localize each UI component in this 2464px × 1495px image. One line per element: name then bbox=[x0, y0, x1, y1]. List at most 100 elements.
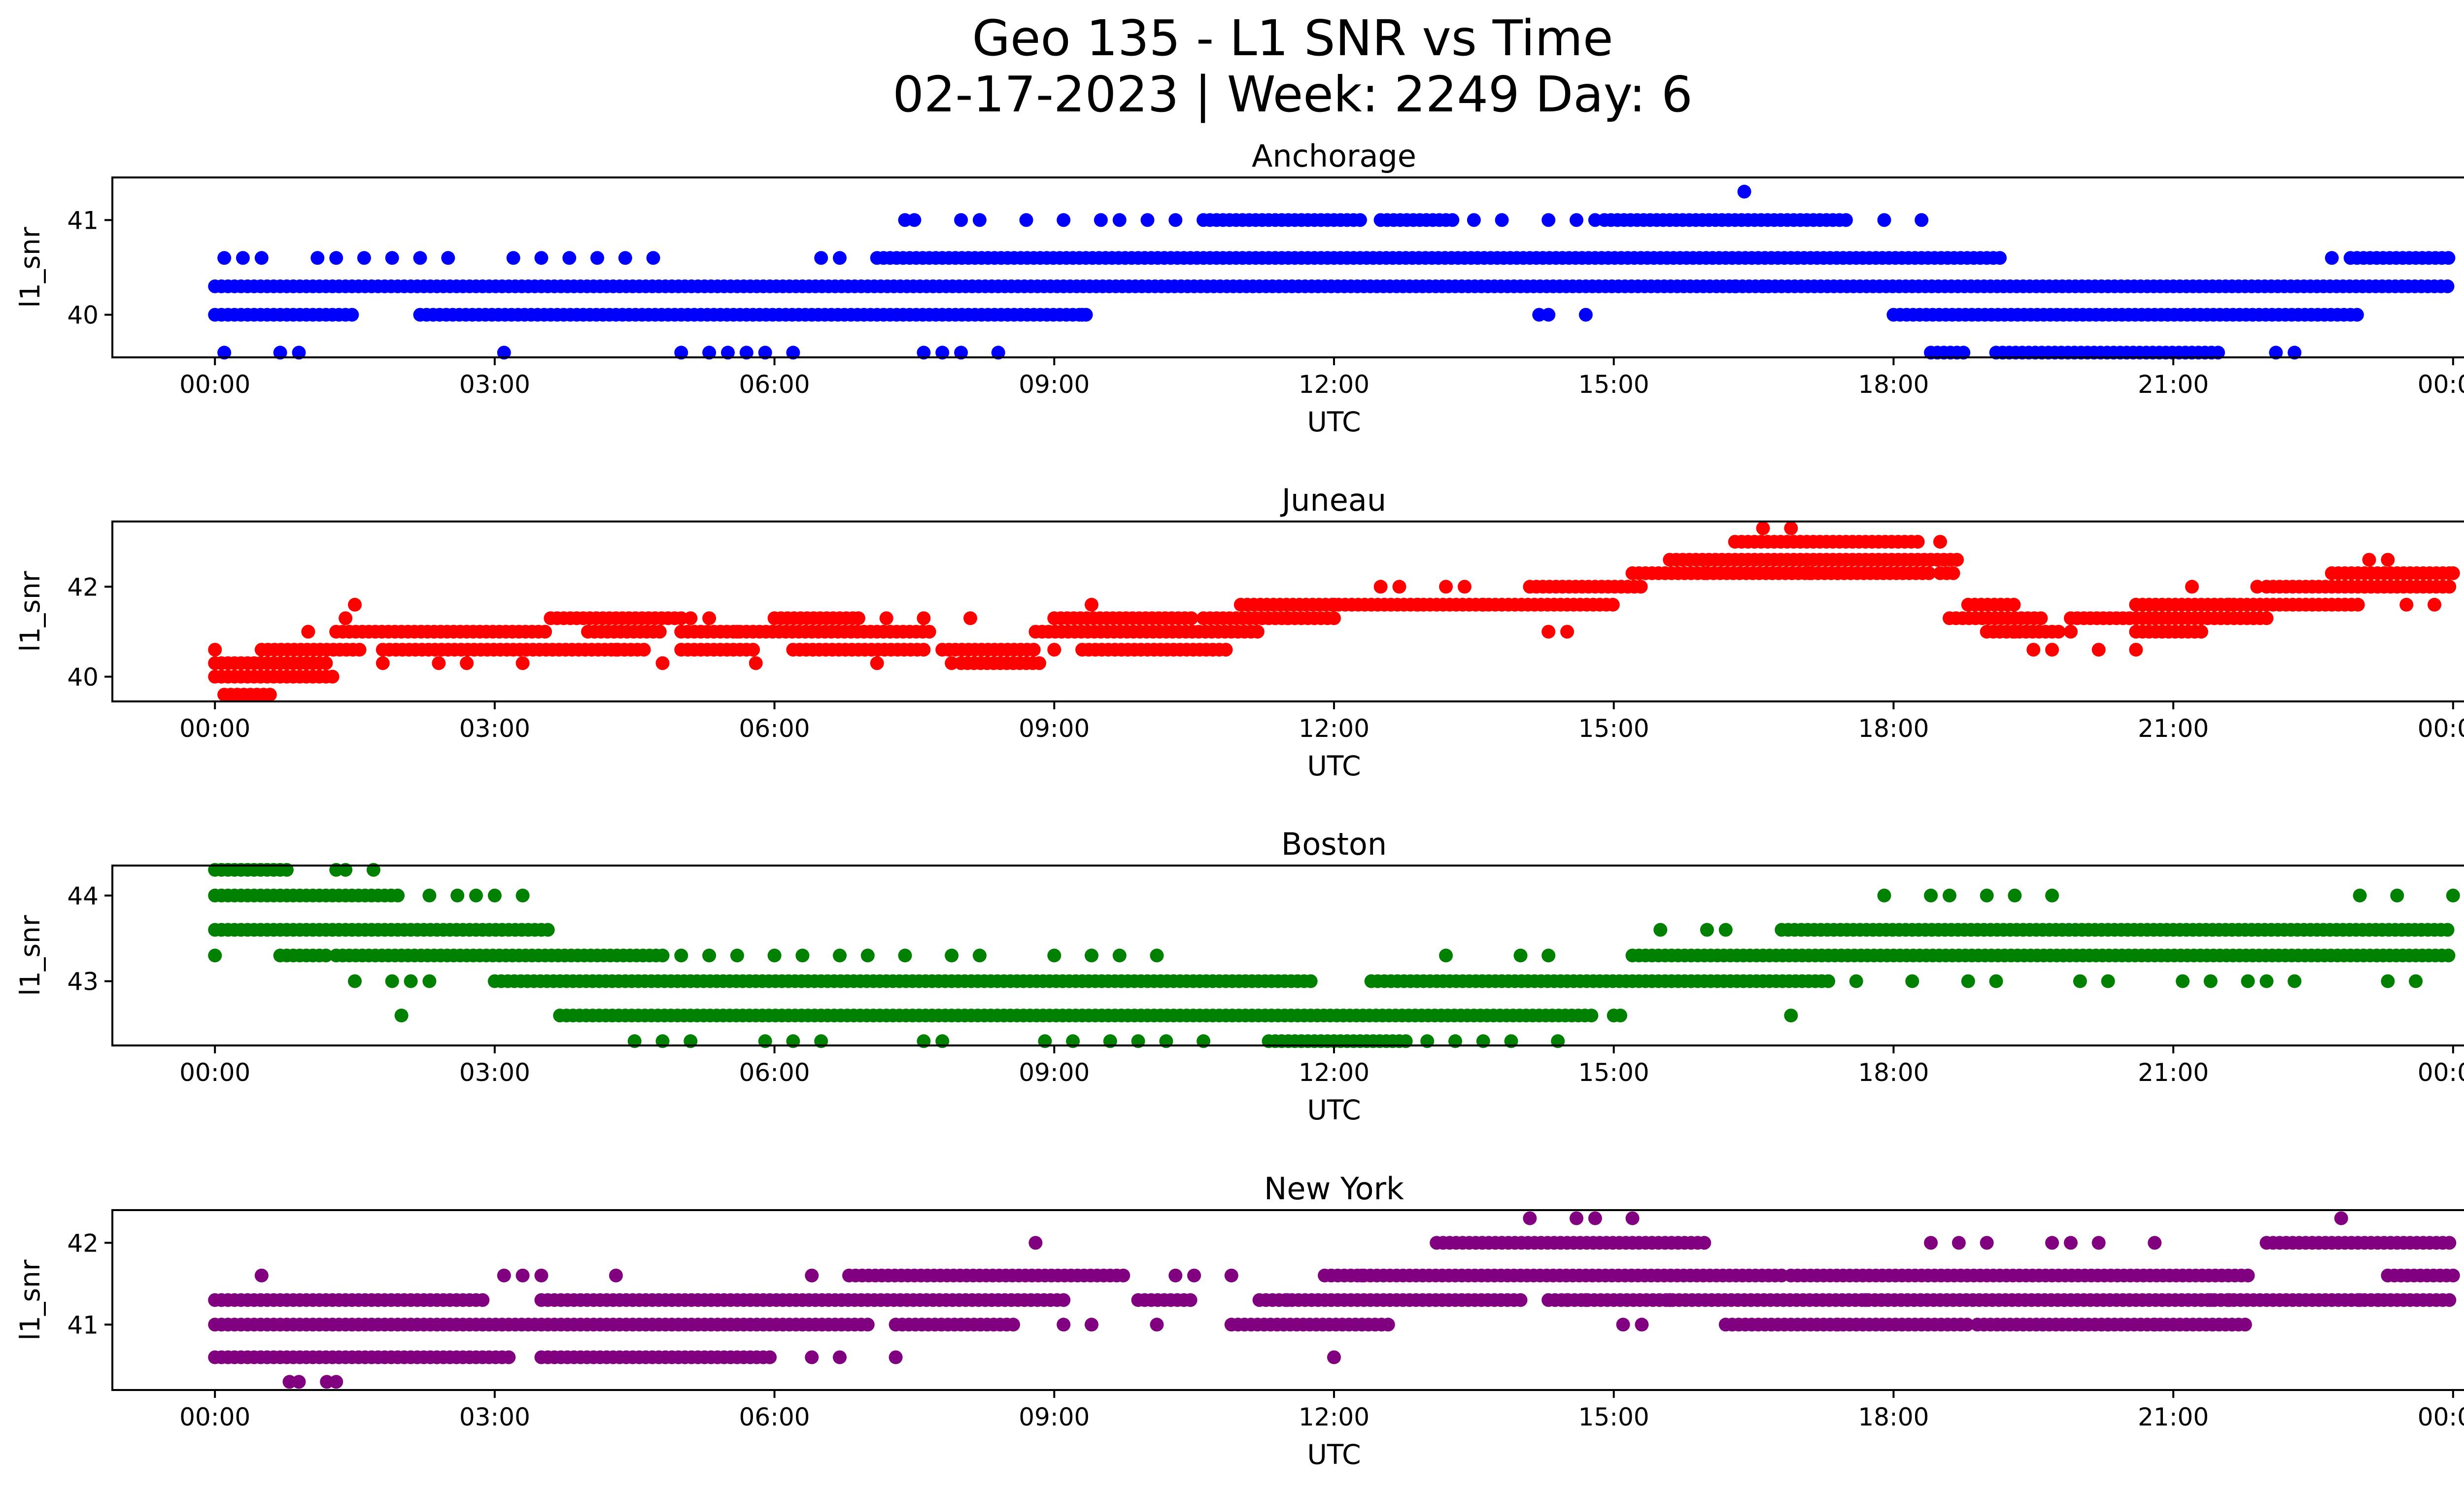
scatter-point bbox=[2441, 948, 2456, 963]
scatter-point bbox=[319, 948, 333, 963]
scatter-point bbox=[208, 643, 222, 657]
scatter-point bbox=[1911, 535, 1925, 549]
scatter-point bbox=[1150, 948, 1164, 963]
scatter-point bbox=[2446, 888, 2460, 903]
scatter-point bbox=[1183, 1293, 1198, 1307]
x-axis-label: UTC bbox=[1307, 406, 1361, 438]
y-tick-label: 41 bbox=[67, 206, 99, 235]
scatter-point bbox=[562, 251, 577, 265]
scatter-point bbox=[236, 251, 250, 265]
scatter-point bbox=[2185, 580, 2199, 594]
scatter-point bbox=[922, 625, 936, 639]
scatter-point bbox=[506, 251, 520, 265]
scatter-series bbox=[208, 184, 2456, 360]
scatter-point bbox=[2101, 974, 2115, 988]
scatter-point bbox=[352, 643, 367, 657]
scatter-point bbox=[208, 948, 222, 963]
scatter-point bbox=[2353, 888, 2367, 903]
scatter-point bbox=[1495, 213, 1509, 227]
scatter-point bbox=[879, 611, 893, 626]
scatter-point bbox=[2064, 1236, 2078, 1250]
scatter-point bbox=[1993, 251, 2007, 265]
scatter-point bbox=[2334, 1211, 2348, 1225]
scatter-point bbox=[2241, 1268, 2255, 1283]
scatter-point bbox=[1849, 974, 1863, 988]
scatter-point bbox=[2440, 279, 2455, 293]
scatter-point bbox=[541, 923, 555, 937]
scatter-point bbox=[1476, 597, 1490, 612]
scatter-point bbox=[1327, 611, 1341, 626]
scatter-point bbox=[1946, 566, 1960, 580]
scatter-point bbox=[935, 346, 950, 360]
scatter-point bbox=[646, 251, 660, 265]
scatter-point bbox=[805, 1350, 819, 1364]
scatter-point bbox=[2045, 643, 2059, 657]
scatter-point bbox=[1094, 213, 1108, 227]
scatter-point bbox=[1950, 553, 1964, 567]
scatter-point bbox=[2148, 1236, 2162, 1250]
scatter-point bbox=[2073, 974, 2087, 988]
scatter-series bbox=[208, 1211, 2460, 1389]
scatter-point bbox=[2381, 974, 2395, 988]
scatter-point bbox=[1168, 1268, 1183, 1283]
scatter-point bbox=[2371, 1293, 2386, 1307]
scatter-point bbox=[1980, 888, 1994, 903]
scatter-point bbox=[2446, 566, 2460, 580]
scatter-point bbox=[1951, 1236, 1966, 1250]
scatter-point bbox=[1830, 566, 1845, 580]
scatter-point bbox=[2034, 611, 2048, 626]
panel-anchorage: Anchorage 00:00 03:00 06:00 09:00 12:00 15:00 1… bbox=[14, 138, 2464, 438]
scatter-point bbox=[538, 625, 552, 639]
scatter-point bbox=[870, 656, 884, 670]
scatter-point bbox=[292, 346, 306, 360]
scatter-point bbox=[254, 251, 269, 265]
scatter-point bbox=[254, 1268, 269, 1283]
scatter-point bbox=[2148, 611, 2162, 626]
x-tick-label: 00:00 bbox=[2418, 1058, 2464, 1087]
y-tick-label: 42 bbox=[67, 573, 99, 601]
scatter-point bbox=[1924, 1236, 1938, 1250]
scatter-point bbox=[460, 656, 474, 670]
scatter-point bbox=[655, 656, 670, 670]
scatter-point bbox=[1877, 888, 1891, 903]
scatter-point bbox=[1250, 625, 1265, 639]
scatter-point bbox=[618, 251, 632, 265]
x-tick-label: 12:00 bbox=[1299, 1058, 1369, 1087]
scatter-point bbox=[917, 643, 931, 657]
scatter-point bbox=[746, 643, 760, 657]
x-tick-label: 09:00 bbox=[1019, 370, 1090, 399]
scatter-point bbox=[945, 948, 959, 963]
scatter-point bbox=[2222, 597, 2236, 612]
scatter-point bbox=[1047, 948, 1061, 963]
x-tick-label: 21:00 bbox=[2138, 1058, 2209, 1087]
x-tick-label: 03:00 bbox=[459, 714, 530, 743]
scatter-point bbox=[2442, 580, 2457, 594]
scatter-point bbox=[1353, 213, 1367, 227]
scatter-point bbox=[1327, 597, 1341, 612]
scatter-point bbox=[1085, 1318, 1098, 1332]
scatter-point bbox=[1606, 597, 1620, 612]
scatter-point bbox=[2259, 611, 2274, 626]
scatter-point bbox=[441, 251, 455, 265]
scatter-point bbox=[2381, 553, 2395, 567]
scatter-point bbox=[1028, 1236, 1043, 1250]
scatter-point bbox=[1700, 923, 1714, 937]
scatter-point bbox=[1280, 1293, 1295, 1307]
scatter-point bbox=[422, 974, 437, 988]
scatter-point bbox=[450, 888, 465, 903]
scatter-point bbox=[2052, 625, 2066, 639]
scatter-point bbox=[684, 611, 698, 626]
scatter-point bbox=[1439, 580, 1453, 594]
y-tick-label: 43 bbox=[67, 968, 99, 996]
scatter-point bbox=[1922, 566, 1936, 580]
scatter-point bbox=[422, 888, 437, 903]
scatter-point bbox=[739, 346, 753, 360]
y-axis-label: l1_snr bbox=[14, 1259, 46, 1340]
scatter-point bbox=[702, 611, 717, 626]
scatter-point bbox=[1943, 888, 1956, 903]
scatter-point bbox=[1541, 213, 1556, 227]
scatter-point bbox=[763, 1350, 777, 1364]
scatter-point bbox=[1112, 948, 1127, 963]
scatter-point bbox=[917, 611, 931, 626]
